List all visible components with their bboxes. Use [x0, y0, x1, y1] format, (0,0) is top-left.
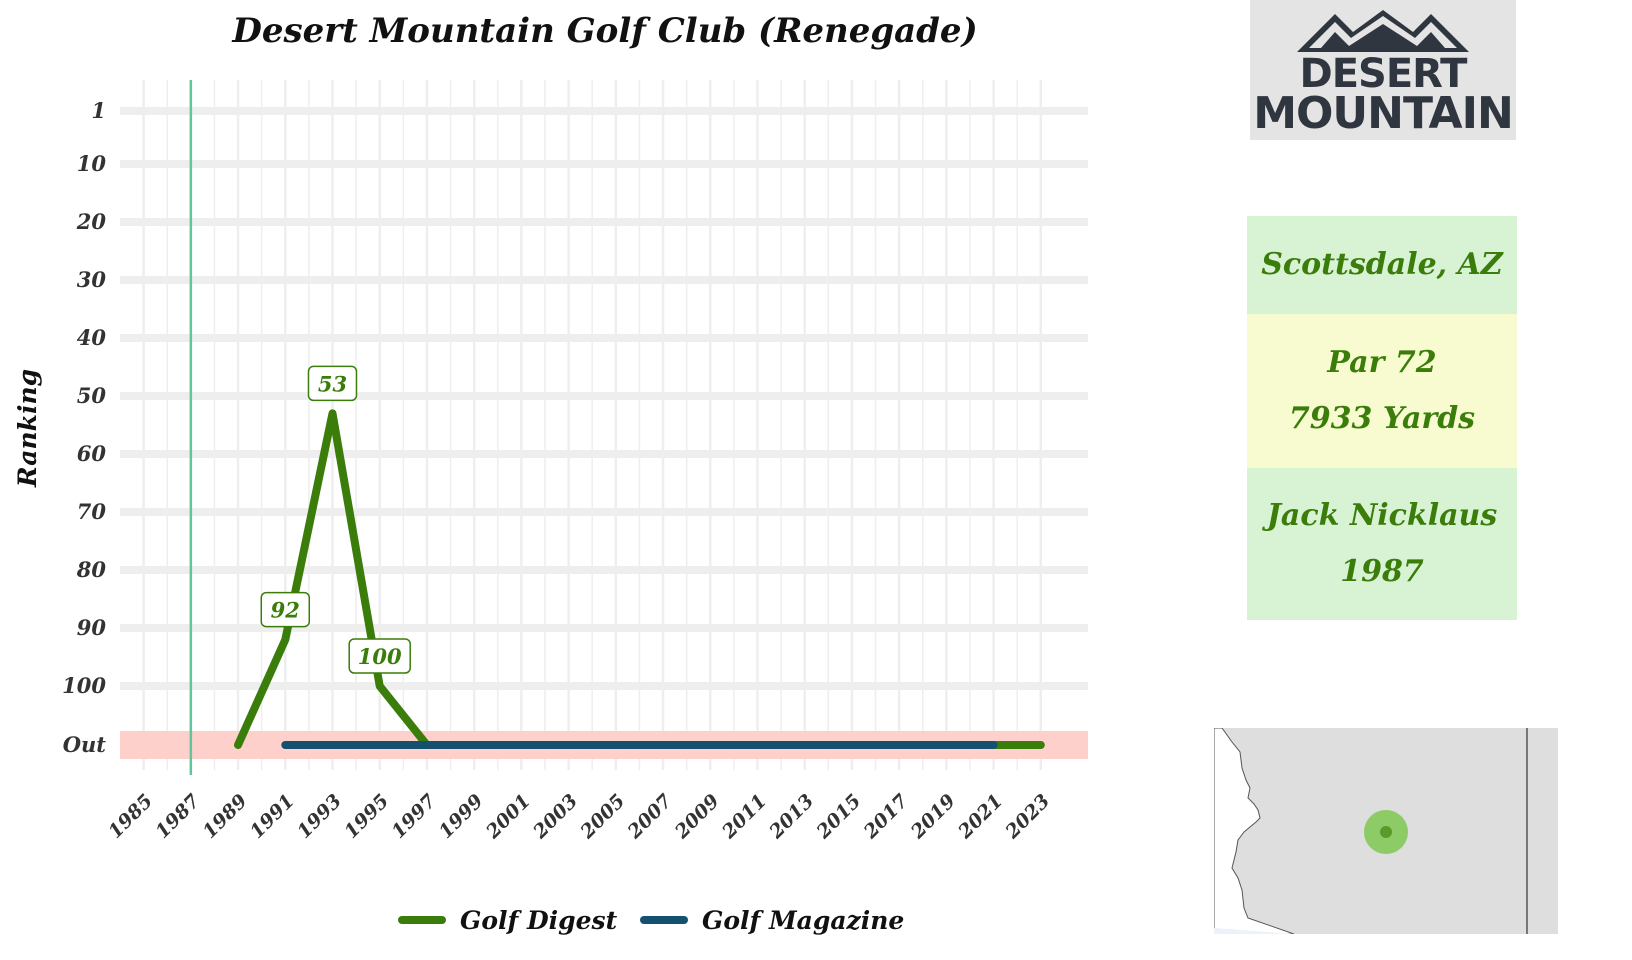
y-tick-label: 70: [77, 499, 107, 524]
water-area: [1214, 928, 1294, 934]
par-text: Par 72: [1327, 345, 1437, 380]
y-tick-label: 20: [76, 209, 107, 234]
legend-label: Golf Magazine: [702, 906, 904, 935]
architect-panel: Jack Nicklaus 1987: [1247, 468, 1517, 620]
y-tick-label: Out: [63, 732, 107, 757]
y-tick-label: 40: [77, 325, 107, 350]
location-map: [1214, 728, 1558, 934]
y-tick-label: 60: [77, 441, 107, 466]
y-tick-label: 1: [91, 98, 106, 123]
desert-mountain-logo: DESERT MOUNTAIN: [1250, 0, 1516, 140]
yards-text: 7933 Yards: [1288, 401, 1476, 436]
x-tick-label: 2007: [623, 790, 677, 844]
location-panel: Scottsdale, AZ: [1247, 216, 1517, 314]
architect-year-text: 1987: [1340, 554, 1424, 589]
x-tick-label: 2013: [765, 790, 819, 844]
logo-line-1: DESERT: [1299, 51, 1468, 97]
x-tick-label: 2005: [576, 790, 630, 844]
data-labels: 92 53 100: [260, 365, 411, 674]
y-tick-label: 30: [77, 267, 107, 292]
series-layer: [234, 409, 1045, 749]
legend-label: Golf Digest: [460, 906, 618, 935]
x-tick-label: 1987: [151, 790, 204, 843]
y-tick-label: 100: [62, 673, 106, 698]
data-label: 100: [358, 644, 402, 669]
data-label-box: [260, 591, 311, 628]
chart-title: Desert Mountain Golf Club (Renegade): [231, 11, 977, 51]
x-tick-label: 2023: [1001, 790, 1055, 844]
y-axis-label: Ranking: [13, 369, 42, 488]
x-tick-label: 1991: [246, 790, 299, 843]
course-stats-panel: Par 72 7933 Yards: [1247, 314, 1517, 468]
x-tick-label: 1985: [104, 790, 157, 843]
x-tick-label: 1993: [293, 790, 346, 843]
x-tick-label: 2019: [906, 790, 960, 844]
y-tick-label: 90: [77, 615, 107, 640]
data-label-box: [348, 638, 411, 674]
x-tick-label: 2001: [481, 790, 535, 844]
x-tick-label: 2011: [717, 790, 771, 844]
location-text: Scottsdale, AZ: [1261, 247, 1503, 282]
data-label: 92: [271, 598, 300, 623]
x-tick-label: 1995: [340, 790, 393, 843]
x-tick-label: 2003: [528, 790, 582, 844]
x-tick-label: 1997: [388, 790, 441, 843]
y-tick-label: 10: [77, 151, 107, 176]
x-tick-label: 2017: [859, 790, 913, 844]
x-tick-label: 2015: [812, 790, 866, 844]
y-tick-label: 50: [77, 383, 107, 408]
data-label: 53: [318, 371, 347, 396]
mountain-peaks-icon: [1297, 10, 1469, 52]
x-tick-label: 2021: [953, 790, 1007, 844]
location-center-dot: [1380, 826, 1392, 838]
x-tick-label: 1999: [435, 790, 488, 843]
data-label-box: [307, 365, 358, 402]
grid: [120, 80, 1088, 770]
y-tick-label: 80: [76, 557, 107, 582]
x-tick-label: 2009: [670, 790, 724, 844]
architect-text: Jack Nicklaus: [1266, 498, 1498, 533]
x-tick-label: 1989: [199, 790, 252, 843]
logo-line-2: MOUNTAIN: [1253, 88, 1514, 139]
legend: Golf Digest Golf Magazine: [398, 906, 904, 935]
state-boundary-west: [1214, 728, 1295, 934]
arizona-outline-map: [1214, 728, 1528, 934]
